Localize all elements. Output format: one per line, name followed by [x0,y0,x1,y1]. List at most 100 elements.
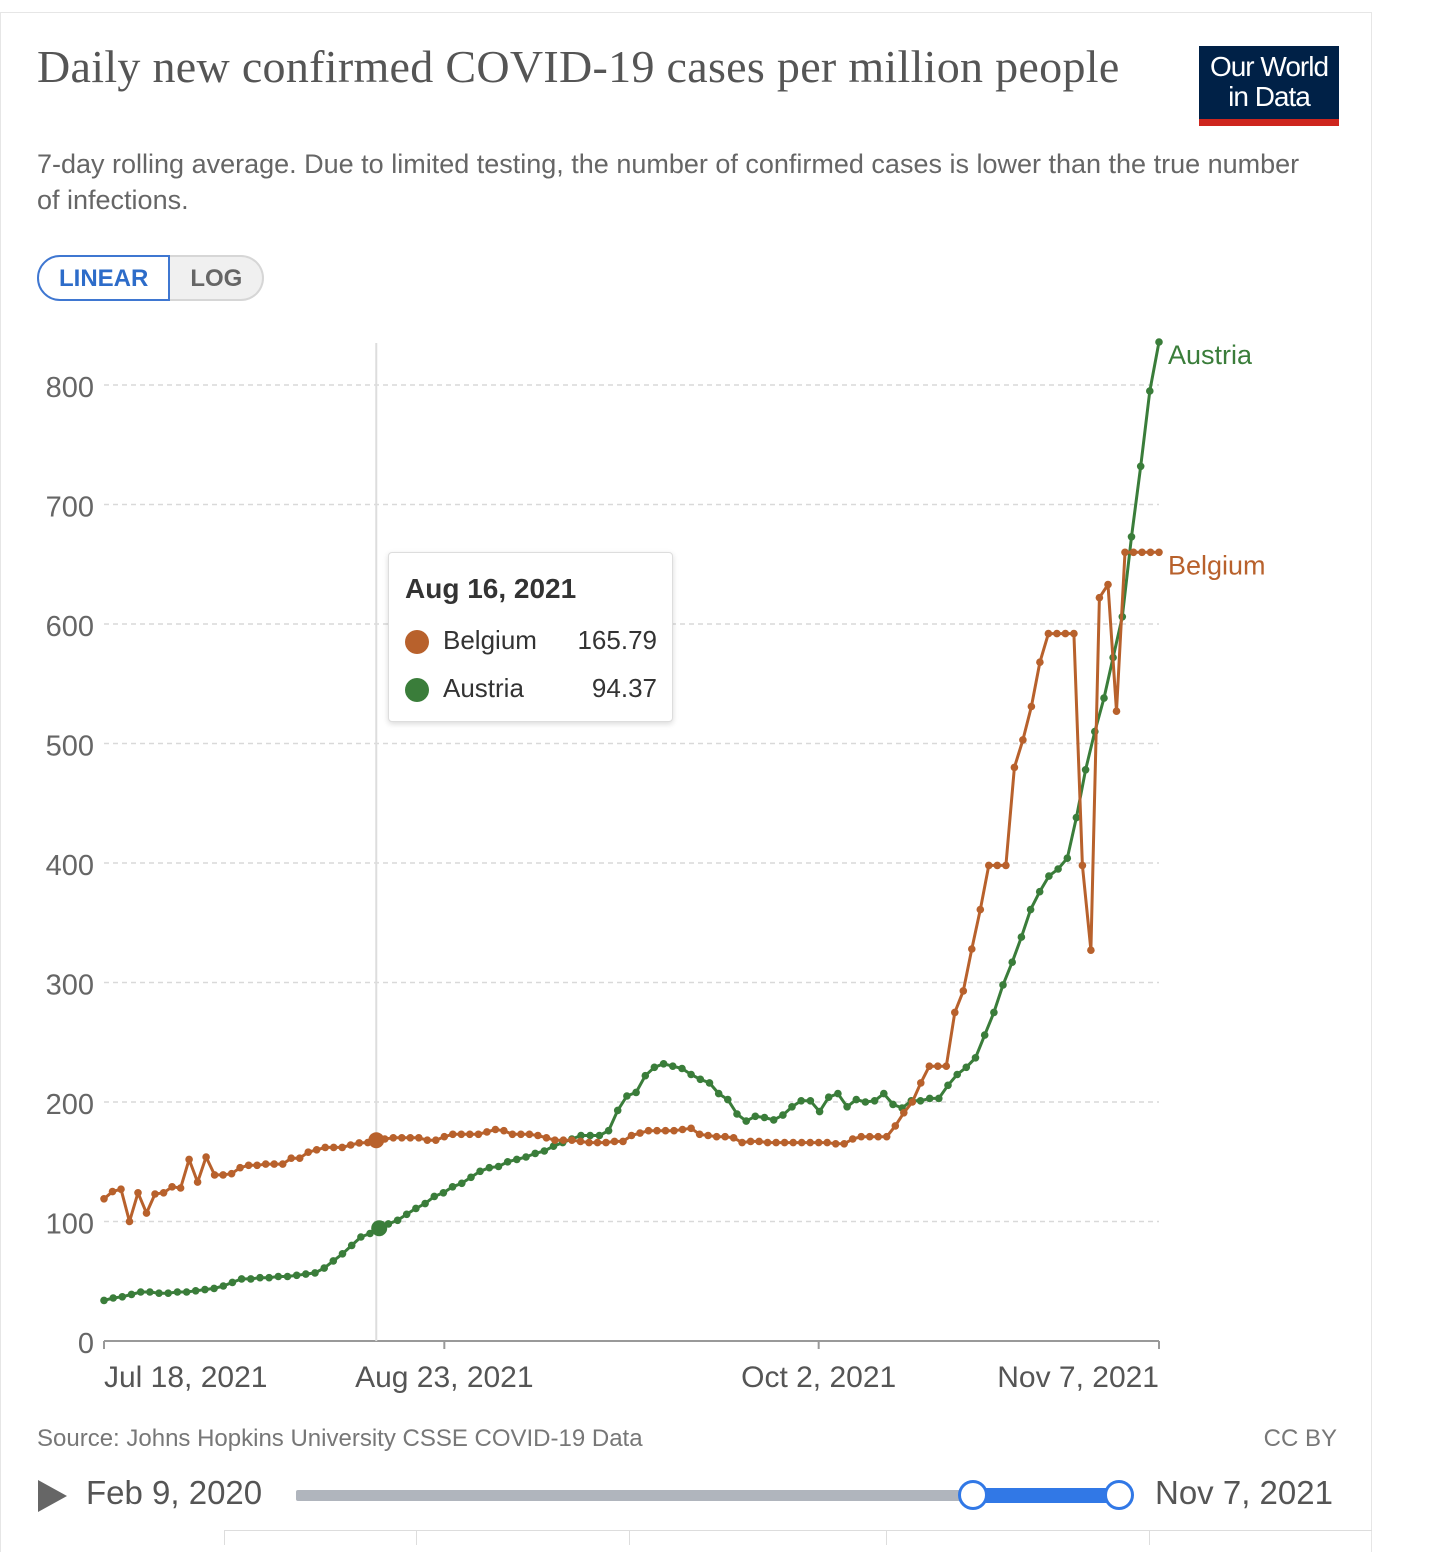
data-point-belgium [125,1217,134,1226]
data-point-austria [256,1273,264,1282]
play-icon[interactable] [38,1480,67,1512]
data-point-belgium [1036,658,1044,666]
data-point-austria [228,1278,237,1287]
data-point-austria [935,1094,943,1103]
data-point-austria [1035,887,1044,896]
data-point-austria [320,1264,329,1272]
data-point-belgium [1053,629,1061,638]
data-point-austria [806,1097,815,1105]
data-point-belgium [712,1132,721,1141]
data-point-belgium [134,1189,142,1197]
data-point-belgium [534,1131,542,1140]
tooltip-value: 165.79 [577,625,657,655]
data-point-belgium [704,1131,712,1140]
data-point-austria [347,1241,356,1250]
data-point-belgium [202,1153,210,1161]
y-tick-label: 100 [46,1209,94,1241]
data-point-belgium [295,1154,304,1162]
data-point-belgium [908,1098,917,1106]
data-point-belgium [1078,861,1087,870]
data-point-austria [549,1142,558,1150]
data-point-austria [870,1097,879,1105]
data-point-belgium [780,1138,789,1147]
data-point-austria [669,1062,677,1070]
license-link[interactable]: CC BY [1263,1425,1337,1452]
data-point-austria [880,1089,888,1098]
data-point-austria [632,1088,640,1097]
data-point-austria [1054,865,1062,873]
data-point-austria [925,1094,934,1103]
data-point-austria [678,1064,686,1073]
source-note[interactable]: Source: Johns Hopkins University CSSE CO… [37,1425,643,1452]
data-point-austria [889,1100,897,1109]
data-point-belgium [848,1135,857,1143]
data-point-austria [127,1290,136,1299]
data-point-austria [393,1216,402,1225]
data-point-austria [687,1070,695,1079]
data-point-austria [448,1183,457,1191]
data-point-belgium [1104,580,1112,589]
line-chart[interactable]: 0 100 200 300 400 500 600 700 800 Jul 18, 2021 Au… [0,0,1434,1420]
series-labels: Austria Belgium [1168,340,1266,580]
data-point-austria [779,1111,787,1119]
data-point-belgium [100,1195,108,1203]
data-point-austria [100,1296,108,1305]
data-point-belgium [814,1138,823,1147]
data-point-austria [503,1158,512,1166]
data-point-austria [999,981,1007,989]
data-point-belgium [1138,548,1146,557]
y-tick-label: 500 [46,731,94,763]
data-point-austria [751,1112,760,1121]
data-point-belgium [227,1169,236,1178]
data-point-belgium [457,1130,466,1139]
data-point-belgium [1087,946,1095,954]
data-point-belgium [1027,702,1036,711]
data-point-belgium [874,1132,882,1141]
data-point-austria [788,1103,796,1111]
data-point-belgium [440,1132,449,1141]
data-point-belgium [695,1130,704,1139]
data-point-austria [650,1063,659,1072]
data-point-belgium [368,1132,385,1149]
series-group [100,338,1163,1305]
data-point-belgium [423,1136,432,1144]
series-line-austria [103,341,1161,1302]
timeline-start-handle[interactable] [958,1480,988,1510]
owid-logo[interactable]: Our World in Data [1199,46,1339,126]
timeline-track[interactable] [296,1490,1118,1501]
log-scale-button[interactable]: LOG [170,255,265,301]
data-point-belgium [653,1126,661,1135]
data-point-belgium [763,1138,772,1147]
data-point-belgium [593,1138,602,1147]
data-point-austria [237,1275,246,1283]
data-point-belgium [236,1163,244,1172]
data-point-austria [522,1153,530,1161]
data-point-belgium [840,1140,848,1148]
data-point-belgium [176,1184,185,1192]
data-point-belgium [772,1138,780,1147]
data-point-austria [302,1270,310,1278]
logo-line-1: Our World [1209,51,1329,82]
data-point-belgium [253,1161,261,1170]
x-tick-label: Jul 18, 2021 [104,1361,267,1394]
data-point-belgium [491,1125,500,1134]
tooltip-row-belgium: Belgium 165.79 [405,625,657,659]
data-point-belgium [1070,629,1078,638]
tooltip-row-austria: Austria 94.37 [405,673,657,707]
y-tick-label: 700 [46,492,94,524]
chart-card [0,12,1372,1552]
data-point-belgium [406,1134,415,1142]
linear-scale-button[interactable]: LINEAR [37,255,171,301]
data-point-austria [201,1285,209,1294]
timeline-end-handle[interactable] [1104,1480,1134,1510]
data-point-austria [1045,872,1053,880]
data-point-austria [971,1054,980,1062]
data-point-belgium [210,1171,219,1179]
x-tick-label: Nov 7, 2021 [997,1361,1159,1394]
data-point-belgium [449,1130,457,1139]
tab-divider [224,1531,225,1545]
data-point-belgium [278,1160,287,1168]
data-point-belgium [508,1130,517,1139]
data-point-austria [311,1269,319,1277]
data-point-austria [329,1257,338,1265]
